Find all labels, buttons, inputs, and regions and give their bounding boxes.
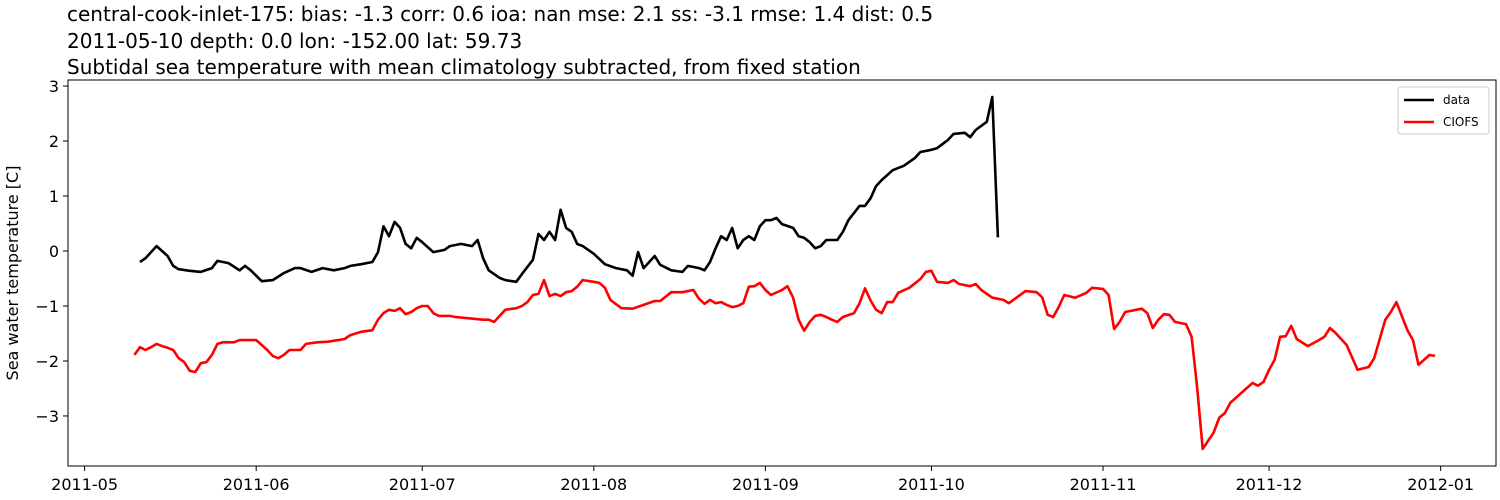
chart-title: Subtidal sea temperature with mean clima…	[67, 55, 861, 79]
legend-label-ciofs: CIOFS	[1443, 115, 1479, 129]
y-tick-label: 3	[49, 77, 59, 96]
legend: data CIOFS	[1397, 86, 1490, 135]
x-tick-label: 2011-11	[1070, 475, 1137, 494]
series-line-ciofs	[133, 269, 1436, 451]
x-tick-label: 2011-12	[1236, 475, 1303, 494]
chart-title-metrics: central-cook-inlet-175: bias: -1.3 corr:…	[67, 2, 934, 26]
y-tick-label: −2	[35, 352, 59, 371]
y-tick-label: 0	[49, 242, 59, 261]
y-tick-label: 2	[49, 132, 59, 151]
y-tick-label: −1	[35, 297, 59, 316]
y-tick-label: −3	[35, 407, 59, 426]
x-tick-label: 2011-06	[223, 475, 290, 494]
plot-frame	[67, 79, 1497, 467]
chart-title-station: 2011-05-10 depth: 0.0 lon: -152.00 lat: …	[67, 29, 523, 53]
legend-label-data: data	[1443, 93, 1470, 107]
x-tick-label: 2011-08	[560, 475, 627, 494]
y-tick-label: 1	[49, 187, 59, 206]
series-line-data	[139, 95, 1000, 284]
y-axis-label: Sea water temperature [C]	[3, 166, 22, 381]
x-tick-label: 2011-05	[51, 475, 118, 494]
x-tick-label: 2011-09	[732, 475, 799, 494]
x-tick-label: 2011-07	[389, 475, 456, 494]
x-tick-label: 2011-10	[898, 475, 965, 494]
x-tick-label: 2012-01	[1407, 475, 1474, 494]
